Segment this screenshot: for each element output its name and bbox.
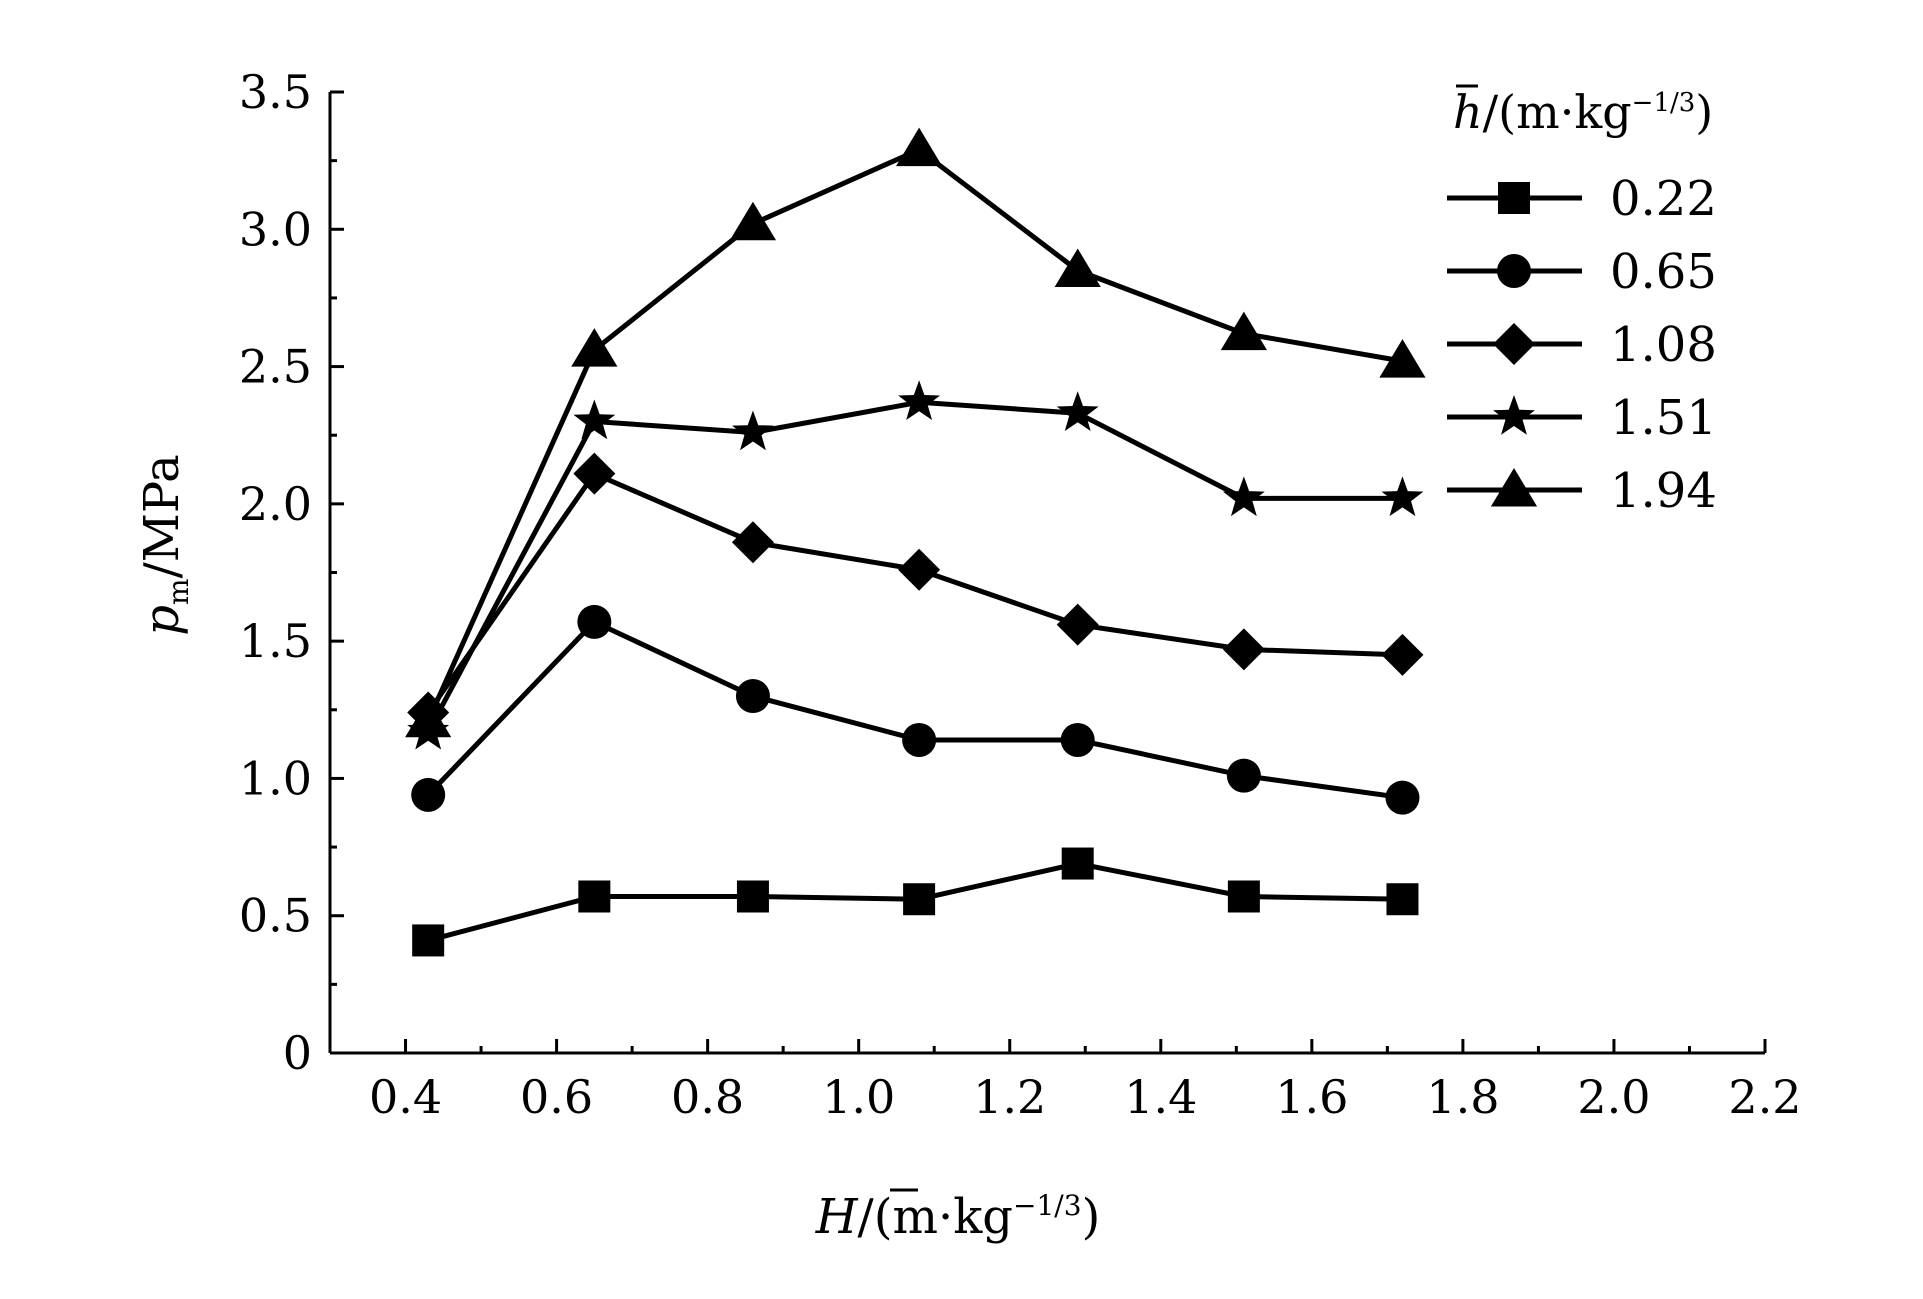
- legend-label: 1.94: [1610, 463, 1717, 519]
- x-tick-label: 2.0: [1577, 1070, 1650, 1124]
- x-tick-label: 2.2: [1728, 1070, 1801, 1124]
- data-point: [411, 777, 446, 812]
- data-point: [1220, 311, 1267, 351]
- x-tick-label: 1.8: [1426, 1070, 1499, 1124]
- data-point: [1379, 339, 1426, 378]
- legend-item: 1.08: [1447, 317, 1717, 373]
- data-point: [1381, 633, 1424, 676]
- legend-label: 0.65: [1610, 244, 1717, 300]
- data-point: [571, 328, 618, 367]
- series-line: [426, 470, 1403, 714]
- legend-title-exp: −1/3: [1632, 88, 1696, 118]
- legend-label: 0.22: [1610, 171, 1717, 227]
- data-point: [735, 679, 770, 714]
- data-point: [898, 548, 941, 591]
- data-point: [1060, 722, 1095, 757]
- legend-item: 1.51: [1447, 390, 1717, 446]
- y-axis-label-unit: /MPa: [134, 454, 190, 578]
- data-point: [1054, 248, 1101, 287]
- legend-title-symbol: h: [1453, 85, 1483, 139]
- legend-marker: [1493, 395, 1535, 435]
- y-tick-label: 2.0: [239, 477, 312, 531]
- data-point: [1056, 391, 1099, 432]
- y-tick-label: 0.5: [239, 889, 312, 943]
- data-point: [731, 521, 774, 564]
- legend-label: 1.08: [1610, 317, 1717, 373]
- data-point: [573, 399, 616, 440]
- data-point: [1227, 880, 1260, 913]
- y-tick-label: 3.5: [239, 65, 312, 119]
- series-group: [405, 127, 1426, 957]
- data-point: [896, 127, 943, 167]
- legend-marker: [1497, 254, 1531, 288]
- legend-item: 0.22: [1447, 171, 1717, 227]
- series-circle: [411, 604, 1420, 815]
- x-axis-label-close: ): [1082, 1189, 1101, 1245]
- legend: 0.22 0.65 1.08 1.51 1.94: [1447, 171, 1717, 519]
- legend-title-close: ): [1695, 85, 1713, 139]
- data-point: [898, 380, 941, 421]
- legend-label: 1.51: [1610, 390, 1717, 446]
- y-axis-label-symbol: p: [134, 605, 190, 636]
- data-point: [412, 924, 445, 957]
- series-triangle: [405, 127, 1426, 738]
- legend-marker: [1498, 182, 1530, 214]
- data-point: [1226, 758, 1261, 793]
- x-tick-label: 0.6: [520, 1070, 593, 1124]
- x-tick-label: 1.6: [1275, 1070, 1348, 1124]
- y-tick-label: 1.5: [239, 614, 312, 668]
- y-tick-label: 2.5: [239, 340, 312, 394]
- legend-title: h/(m·kg−1/3): [1453, 85, 1713, 139]
- x-tick-label: 1.4: [1124, 1070, 1197, 1124]
- data-point: [903, 883, 936, 916]
- x-axis-label: H/(m·kg−1/3): [815, 1189, 1101, 1245]
- legend-marker: [1493, 323, 1535, 365]
- legend-title-unit: /(m·kg: [1483, 85, 1632, 139]
- ticks: 0.4 0.6 0.8 1.0 1.2 1.4 1.6 1.8 2.0 2.2 0 0.5 1.0 1.5…: [239, 65, 1802, 1124]
- y-axis-label: pm/MPa: [134, 454, 195, 635]
- y-tick-label: 3.0: [239, 202, 312, 256]
- data-point: [902, 722, 937, 757]
- series-diamond: [407, 452, 1424, 734]
- data-point: [732, 410, 774, 451]
- x-axis-label-unit: /(m·kg: [858, 1189, 1013, 1245]
- y-axis-label-sub: m: [162, 578, 195, 605]
- legend-marker: [1490, 468, 1538, 507]
- series-line: [425, 146, 1403, 722]
- x-tick-label: 1.0: [822, 1070, 895, 1124]
- data-point: [1222, 628, 1265, 671]
- data-point: [578, 880, 611, 913]
- y-tick-label: 0: [283, 1026, 312, 1080]
- x-axis-label-exp: −1/3: [1013, 1189, 1082, 1222]
- y-tick-label: 1.0: [239, 751, 312, 805]
- data-point: [1056, 603, 1099, 646]
- data-point: [577, 604, 612, 639]
- data-point: [573, 452, 616, 495]
- x-axis-label-symbol: H: [815, 1189, 859, 1245]
- data-point: [1061, 847, 1094, 880]
- data-point: [405, 698, 452, 738]
- data-point: [736, 880, 769, 913]
- x-tick-label: 0.4: [369, 1070, 442, 1124]
- data-point: [729, 201, 777, 241]
- series-square: [412, 847, 1419, 957]
- data-point: [1385, 780, 1420, 815]
- data-point: [1222, 476, 1265, 517]
- data-point: [1386, 883, 1419, 916]
- x-tick-label: 0.8: [671, 1070, 744, 1124]
- x-tick-label: 1.2: [973, 1070, 1046, 1124]
- legend-item: 0.65: [1447, 244, 1717, 300]
- legend-item: 1.94: [1447, 463, 1717, 519]
- data-point: [1381, 476, 1424, 517]
